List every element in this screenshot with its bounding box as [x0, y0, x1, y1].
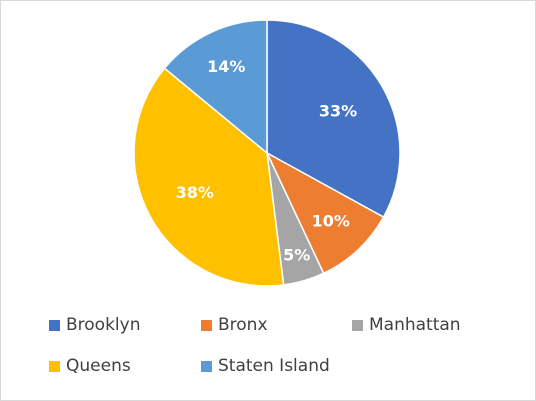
legend-label-manhattan: Manhattan — [369, 315, 461, 335]
data-label-bronx: 10% — [312, 211, 350, 230]
data-label-brooklyn: 33% — [319, 102, 357, 121]
legend-item-queens: Queens — [49, 356, 131, 376]
pie-slice-brooklyn — [266, 19, 401, 219]
legend-swatch-manhattan — [352, 319, 363, 331]
legend-label-brooklyn: Brooklyn — [66, 315, 141, 335]
legend-label-bronx: Bronx — [218, 315, 268, 335]
legend-item-brooklyn: Brooklyn — [49, 315, 140, 335]
data-label-queens: 38% — [176, 183, 214, 202]
legend-label-staten-island: Staten Island — [218, 356, 330, 376]
pie-chart: 33% 10%5% 38% 14% — [133, 19, 401, 287]
legend-label-queens: Queens — [66, 356, 131, 376]
data-label-staten-island: 14% — [207, 57, 245, 76]
legend-item-manhattan: Manhattan — [352, 315, 461, 335]
legend-swatch-queens — [49, 360, 60, 372]
pie-slice-staten-island — [163, 19, 268, 155]
data-label-manhattan: 5% — [283, 246, 310, 265]
legend-item-bronx: Bronx — [201, 315, 268, 335]
legend-swatch-bronx — [201, 319, 212, 331]
legend-item-staten-island: Staten Island — [201, 356, 330, 376]
legend-swatch-brooklyn — [49, 319, 60, 331]
legend-swatch-staten-island — [201, 360, 212, 372]
pie-slice-queens — [133, 67, 285, 287]
pie-slice-bronx — [265, 151, 385, 275]
